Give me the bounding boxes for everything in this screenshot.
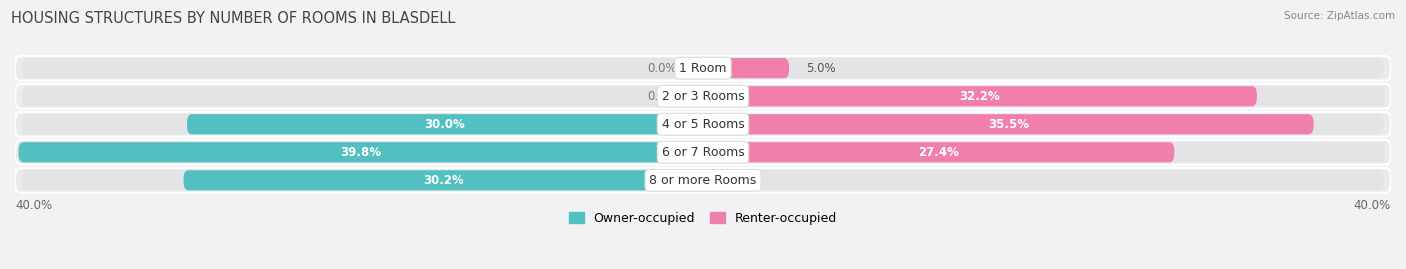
FancyBboxPatch shape — [15, 112, 1391, 137]
Text: 5.0%: 5.0% — [806, 62, 835, 75]
Legend: Owner-occupied, Renter-occupied: Owner-occupied, Renter-occupied — [568, 212, 838, 225]
Text: 0.0%: 0.0% — [728, 174, 758, 187]
Text: 40.0%: 40.0% — [1354, 199, 1391, 213]
FancyBboxPatch shape — [703, 86, 1257, 106]
FancyBboxPatch shape — [15, 84, 1391, 109]
Text: Source: ZipAtlas.com: Source: ZipAtlas.com — [1284, 11, 1395, 21]
Text: 32.2%: 32.2% — [959, 90, 1000, 103]
FancyBboxPatch shape — [22, 86, 1384, 106]
Text: 30.2%: 30.2% — [423, 174, 464, 187]
FancyBboxPatch shape — [22, 170, 1384, 190]
FancyBboxPatch shape — [703, 114, 1313, 134]
Text: 0.0%: 0.0% — [648, 90, 678, 103]
Text: 2 or 3 Rooms: 2 or 3 Rooms — [662, 90, 744, 103]
Text: 30.0%: 30.0% — [425, 118, 465, 131]
FancyBboxPatch shape — [703, 142, 1174, 162]
FancyBboxPatch shape — [15, 140, 1391, 165]
FancyBboxPatch shape — [184, 170, 703, 190]
Text: 6 or 7 Rooms: 6 or 7 Rooms — [662, 146, 744, 159]
Text: 39.8%: 39.8% — [340, 146, 381, 159]
FancyBboxPatch shape — [22, 142, 1384, 162]
Text: 1 Room: 1 Room — [679, 62, 727, 75]
Text: 27.4%: 27.4% — [918, 146, 959, 159]
FancyBboxPatch shape — [703, 58, 789, 78]
FancyBboxPatch shape — [18, 142, 703, 162]
FancyBboxPatch shape — [22, 58, 1384, 78]
Text: 8 or more Rooms: 8 or more Rooms — [650, 174, 756, 187]
Text: 35.5%: 35.5% — [988, 118, 1029, 131]
Text: 40.0%: 40.0% — [15, 199, 52, 213]
Text: 0.0%: 0.0% — [648, 62, 678, 75]
FancyBboxPatch shape — [22, 114, 1384, 134]
FancyBboxPatch shape — [15, 56, 1391, 80]
FancyBboxPatch shape — [15, 168, 1391, 193]
Text: 4 or 5 Rooms: 4 or 5 Rooms — [662, 118, 744, 131]
Text: HOUSING STRUCTURES BY NUMBER OF ROOMS IN BLASDELL: HOUSING STRUCTURES BY NUMBER OF ROOMS IN… — [11, 11, 456, 26]
FancyBboxPatch shape — [187, 114, 703, 134]
